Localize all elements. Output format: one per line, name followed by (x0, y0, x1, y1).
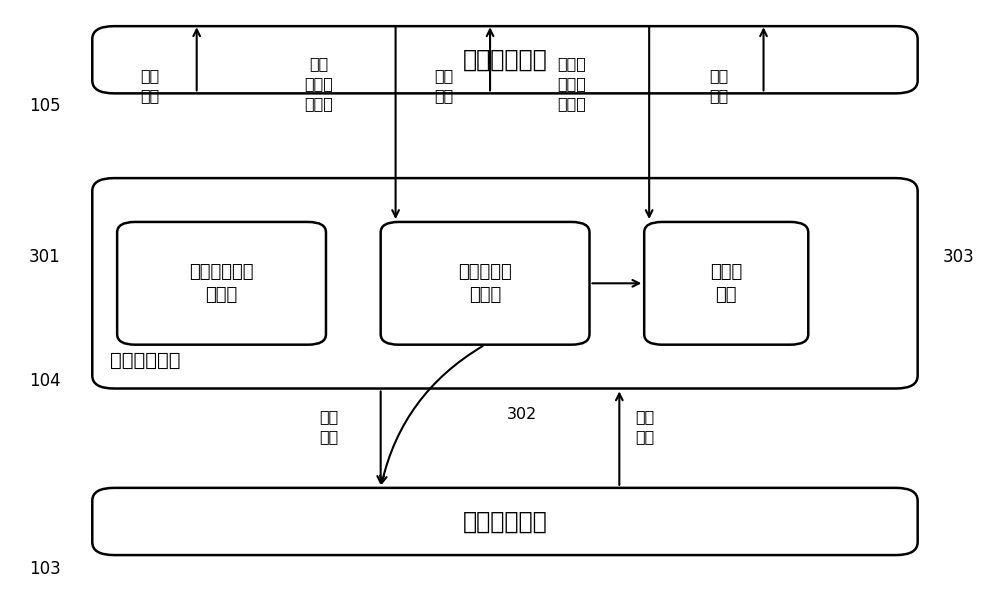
FancyBboxPatch shape (92, 26, 918, 93)
FancyBboxPatch shape (92, 488, 918, 555)
Text: 103: 103 (29, 560, 60, 578)
Text: 计算
结果: 计算 结果 (140, 68, 160, 103)
Text: 数据分析模块: 数据分析模块 (110, 351, 181, 370)
FancyBboxPatch shape (644, 222, 808, 345)
Text: 人机交互模块: 人机交互模块 (463, 48, 547, 72)
Text: 105: 105 (29, 97, 60, 116)
Text: 303: 303 (943, 248, 974, 266)
Text: 302: 302 (507, 407, 537, 422)
Text: 氨氮
模式设
定参数: 氨氮 模式设 定参数 (305, 56, 333, 111)
Text: 生物池末端氨
氨预测: 生物池末端氨 氨预测 (189, 263, 254, 304)
Text: 104: 104 (29, 372, 60, 391)
Text: 生物池溶解
氧预测: 生物池溶解 氧预测 (458, 263, 512, 304)
Text: 曝气量
预测: 曝气量 预测 (710, 263, 742, 304)
Text: 计算
结果: 计算 结果 (435, 68, 454, 103)
FancyBboxPatch shape (117, 222, 326, 345)
Text: 溶解氧
模式设
定参数: 溶解氧 模式设 定参数 (557, 56, 586, 111)
Text: 计算
结果: 计算 结果 (709, 68, 728, 103)
FancyArrowPatch shape (380, 346, 483, 483)
Text: 301: 301 (29, 248, 60, 266)
Text: 数据存储模块: 数据存储模块 (463, 510, 547, 533)
FancyBboxPatch shape (381, 222, 590, 345)
Text: 采集
参数: 采集 参数 (636, 409, 655, 444)
FancyBboxPatch shape (92, 178, 918, 388)
Text: 计算
结果: 计算 结果 (319, 409, 339, 444)
